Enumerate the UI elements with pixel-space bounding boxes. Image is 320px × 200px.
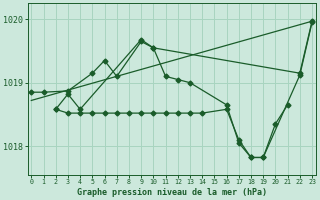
X-axis label: Graphe pression niveau de la mer (hPa): Graphe pression niveau de la mer (hPa) — [77, 188, 267, 197]
